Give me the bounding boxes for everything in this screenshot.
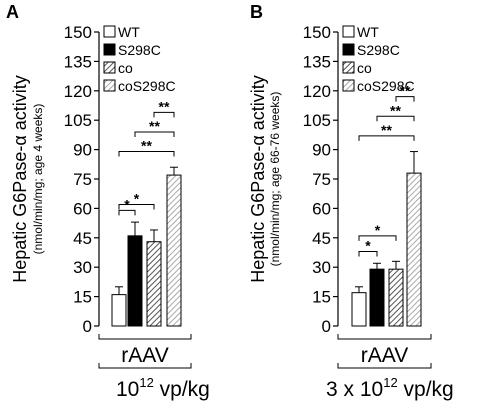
- significance-bracket: [395, 96, 415, 102]
- legend-swatch: [342, 61, 355, 74]
- y-tick-label: 150: [64, 23, 92, 42]
- significance-label: *: [365, 238, 371, 254]
- y-tick-label: 15: [73, 288, 92, 307]
- y-tick-label: 0: [83, 317, 92, 336]
- legend-label: WT: [118, 24, 140, 40]
- legend-swatch: [342, 79, 355, 92]
- y-tick-label: 30: [312, 258, 331, 277]
- dose-label: 3 x 1012 vp/kg: [326, 375, 454, 401]
- legend-label: co: [357, 60, 372, 76]
- bar-wt: [351, 292, 367, 327]
- dose-label: 1012 vp/kg: [116, 375, 210, 401]
- significance-bracket: [118, 209, 136, 216]
- significance-label: **: [141, 138, 152, 154]
- significance-label: *: [134, 190, 140, 206]
- y-axis-label: Hepatic G6Pase-α activity: [248, 75, 268, 282]
- significance-label: **: [149, 118, 160, 134]
- significance-bracket: [376, 115, 415, 122]
- y-tick-label: 45: [73, 229, 92, 248]
- legend-swatch: [103, 25, 116, 38]
- y-tick-label: 15: [312, 288, 331, 307]
- y-tick-label: 30: [73, 258, 92, 277]
- significance-bracket: [153, 111, 175, 118]
- panel-letter: B: [250, 2, 263, 22]
- group-bracket-top: [98, 334, 192, 340]
- significance-label: **: [159, 98, 170, 114]
- bar-cos298c: [406, 172, 422, 327]
- y-tick-label: 75: [312, 170, 331, 189]
- y-tick-label: 0: [322, 317, 331, 336]
- y-tick-label: 135: [64, 52, 92, 71]
- group-bracket-bottom: [337, 363, 432, 369]
- group-label: rAAV: [121, 344, 168, 367]
- y-axis-sublabel: (nmol/min/mg; age 66-76 weeks): [268, 92, 282, 267]
- significance-bracket: [358, 235, 397, 241]
- bar-co: [388, 268, 404, 327]
- y-tick-label: 105: [64, 111, 92, 130]
- y-tick-label: 75: [73, 170, 92, 189]
- group-label: rAAV: [361, 344, 408, 367]
- bar-s298c: [127, 235, 143, 327]
- y-tick-label: 60: [73, 199, 92, 218]
- significance-bracket: [358, 251, 378, 257]
- legend-label: coS298C: [357, 78, 415, 94]
- significance-bracket: [134, 131, 175, 137]
- significance-label: **: [400, 83, 411, 99]
- legend-label: coS298C: [118, 78, 176, 94]
- legend-swatch: [103, 79, 116, 92]
- panel-letter: A: [6, 2, 19, 22]
- legend-label: S298C: [357, 42, 400, 58]
- significance-label: **: [381, 122, 392, 138]
- significance-bracket: [118, 151, 175, 157]
- legend-swatch: [342, 25, 355, 38]
- legend-label: WT: [357, 24, 379, 40]
- group-bracket-top: [337, 334, 432, 340]
- legend-label: S298C: [118, 42, 161, 58]
- legend-swatch: [342, 43, 355, 56]
- y-tick-label: 135: [303, 52, 331, 71]
- y-tick-label: 60: [312, 199, 331, 218]
- significance-bracket: [358, 135, 415, 141]
- y-tick-label: 90: [73, 141, 92, 160]
- significance-label: *: [375, 222, 381, 238]
- y-tick-label: 105: [303, 111, 331, 130]
- y-axis-label: Hepatic G6Pase-α activity: [10, 75, 30, 282]
- panel-b: B Hepatic G6Pase-α activity (nmol/min/mg; …: [248, 2, 454, 401]
- y-tick-label: 120: [64, 82, 92, 101]
- y-tick-label: 150: [303, 23, 331, 42]
- y-tick-label: 90: [312, 141, 331, 160]
- panel-a: A Hepatic G6Pase-α activity (nmol/min/mg; …: [6, 2, 210, 401]
- bar-wt: [111, 294, 127, 327]
- bar-cos298c: [166, 174, 182, 327]
- y-tick-label: 45: [312, 229, 331, 248]
- legend-swatch: [103, 43, 116, 56]
- significance-label: **: [390, 102, 401, 118]
- significance-bracket: [118, 203, 155, 210]
- bar-s298c: [369, 268, 385, 327]
- y-tick-label: 120: [303, 82, 331, 101]
- bar-co: [146, 241, 162, 327]
- legend-label: co: [118, 60, 133, 76]
- legend-swatch: [103, 61, 116, 74]
- group-bracket-bottom: [98, 363, 192, 369]
- y-axis-sublabel: (nmol/min/mg; age 4 weeks): [31, 104, 45, 255]
